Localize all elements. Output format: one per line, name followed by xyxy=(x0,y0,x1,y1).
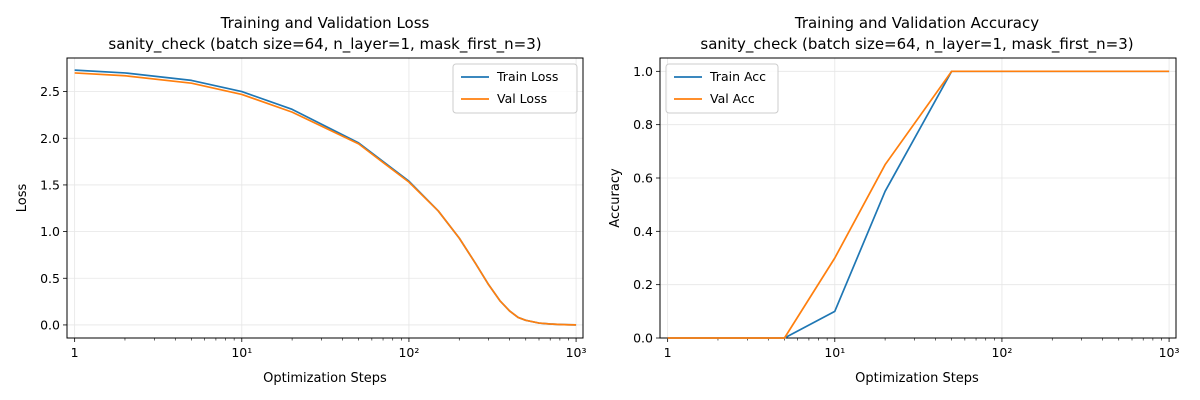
accuracy-chart-title: Training and Validation Accuracy xyxy=(794,14,1039,32)
legend-val-acc-label: Val Acc xyxy=(710,91,755,106)
accuracy-x-ticks: 1 10¹ 10² 10³ xyxy=(664,338,1180,360)
loss-y-ticks: 0.0 0.5 1.0 1.5 2.0 2.5 xyxy=(40,84,67,332)
loss-chart: Training and Validation Loss sanity_chec… xyxy=(15,14,587,386)
loss-chart-subtitle: sanity_check (batch size=64, n_layer=1, … xyxy=(108,35,541,54)
accuracy-legend: Train Acc Val Acc xyxy=(665,63,779,114)
accuracy-plot-frame xyxy=(659,57,1177,339)
loss-x-tick-label: 1 xyxy=(71,345,79,360)
series-line-val-loss xyxy=(74,72,577,326)
loss-lines xyxy=(74,69,577,326)
loss-y-tick-label: 0.0 xyxy=(40,317,60,332)
loss-plot-frame xyxy=(66,57,584,339)
accuracy-x-tick-label: 10³ xyxy=(1159,345,1180,360)
accuracy-y-tick-label: 1.0 xyxy=(633,64,653,79)
legend-train-loss-label: Train Loss xyxy=(496,69,558,84)
legend-val-loss-label: Val Loss xyxy=(497,91,547,106)
loss-y-tick-label: 0.5 xyxy=(40,271,60,286)
loss-y-tick-label: 1.0 xyxy=(40,224,60,239)
accuracy-x-tick-label: 10¹ xyxy=(824,345,845,360)
accuracy-x-axis-label: Optimization Steps xyxy=(855,371,979,386)
loss-y-axis-label: Loss xyxy=(15,184,30,213)
accuracy-y-ticks: 0.0 0.2 0.4 0.6 0.8 1.0 xyxy=(633,64,660,346)
loss-legend: Train Loss Val Loss xyxy=(452,63,578,114)
loss-y-tick-label: 2.5 xyxy=(40,84,60,99)
loss-chart-title: Training and Validation Loss xyxy=(220,14,430,32)
accuracy-chart: Training and Validation Accuracy sanity_… xyxy=(608,14,1180,386)
accuracy-y-tick-label: 0.4 xyxy=(633,224,653,239)
loss-y-tick-label: 1.5 xyxy=(40,177,60,192)
accuracy-x-tick-label: 10² xyxy=(991,345,1012,360)
loss-x-tick-label: 10¹ xyxy=(231,345,252,360)
loss-x-tick-label: 10³ xyxy=(566,345,587,360)
loss-x-ticks: 1 10¹ 10² 10³ xyxy=(71,338,587,360)
accuracy-y-tick-label: 0.0 xyxy=(633,331,653,346)
loss-x-tick-label: 10² xyxy=(398,345,419,360)
accuracy-y-tick-label: 0.6 xyxy=(633,171,653,186)
accuracy-y-axis-label: Accuracy xyxy=(608,168,623,228)
loss-x-axis-label: Optimization Steps xyxy=(263,371,387,386)
accuracy-y-tick-label: 0.8 xyxy=(633,117,653,132)
accuracy-chart-subtitle: sanity_check (batch size=64, n_layer=1, … xyxy=(700,35,1133,54)
loss-y-tick-label: 2.0 xyxy=(40,131,60,146)
accuracy-y-tick-label: 0.2 xyxy=(633,277,653,292)
accuracy-lines xyxy=(667,70,1170,339)
legend-train-acc-label: Train Acc xyxy=(709,69,766,84)
accuracy-x-tick-label: 1 xyxy=(664,345,672,360)
series-line-val-acc xyxy=(667,70,1170,339)
